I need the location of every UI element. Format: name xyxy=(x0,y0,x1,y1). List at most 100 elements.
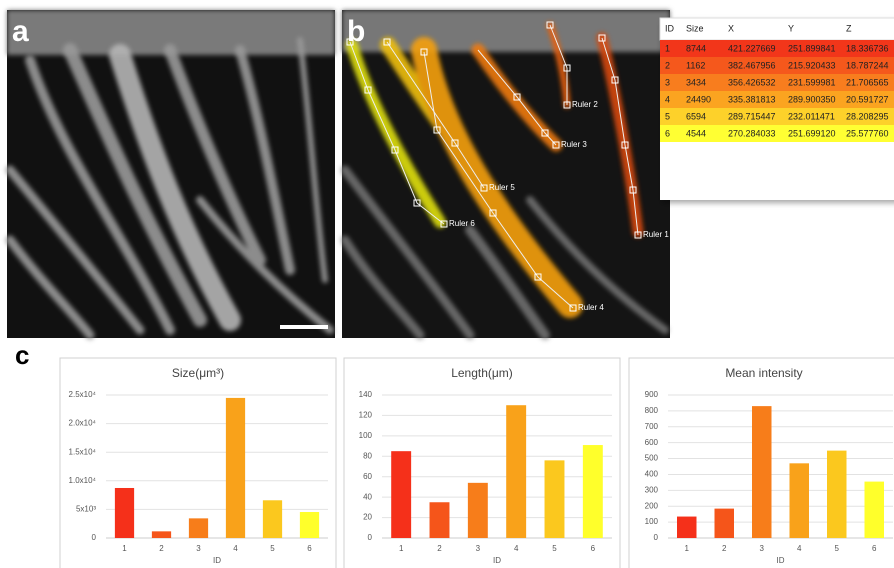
table-cell: 251.899841 xyxy=(788,43,836,53)
table-cell: 2 xyxy=(665,60,670,70)
table-row xyxy=(660,91,894,108)
table-header: ID xyxy=(665,23,675,33)
bar xyxy=(467,482,488,538)
y-tick-label: 500 xyxy=(645,454,659,463)
ruler-label: Ruler 3 xyxy=(561,140,587,149)
table-row xyxy=(660,40,894,57)
table-cell: 20.591727 xyxy=(846,94,889,104)
ruler-label: Ruler 6 xyxy=(449,219,475,228)
panel-b-image xyxy=(340,10,670,340)
table-cell: 28.208295 xyxy=(846,111,889,121)
ruler-label: Ruler 4 xyxy=(578,303,604,312)
y-tick-label: 5x10³ xyxy=(76,505,96,514)
table-row xyxy=(660,74,894,91)
y-tick-label: 600 xyxy=(645,438,659,447)
table-cell: 356.426532 xyxy=(728,77,776,87)
table-cell: 6594 xyxy=(686,111,706,121)
bar xyxy=(677,516,697,538)
bar xyxy=(429,502,450,538)
bar xyxy=(262,500,283,538)
bar xyxy=(151,531,172,538)
table-cell: 1 xyxy=(665,43,670,53)
table-cell: 3434 xyxy=(686,77,706,87)
chart-title: Length(μm) xyxy=(451,366,513,380)
table-cell: 270.284033 xyxy=(728,128,776,138)
bar xyxy=(114,487,135,538)
bar xyxy=(506,405,527,538)
bar xyxy=(188,518,209,538)
chart-title: Size(μm³) xyxy=(172,366,224,380)
x-tick-label: 4 xyxy=(233,544,238,553)
bar xyxy=(225,397,246,538)
y-tick-label: 800 xyxy=(645,406,659,415)
table-row xyxy=(660,108,894,125)
y-tick-label: 60 xyxy=(363,472,372,481)
y-tick-label: 700 xyxy=(645,422,659,431)
y-tick-label: 100 xyxy=(359,431,373,440)
table-row xyxy=(660,125,894,142)
x-tick-label: 5 xyxy=(835,544,840,553)
table-cell: 232.011471 xyxy=(788,111,835,121)
y-tick-label: 100 xyxy=(645,517,659,526)
table-cell: 215.920433 xyxy=(788,60,836,70)
table-cell: 335.381813 xyxy=(728,94,776,104)
panel-label: c xyxy=(15,340,29,370)
x-axis-label: ID xyxy=(493,556,501,565)
bar xyxy=(299,512,320,538)
table-header: Z xyxy=(846,23,852,33)
bar xyxy=(582,445,603,538)
y-tick-label: 120 xyxy=(359,411,373,420)
y-tick-label: 0 xyxy=(368,533,373,542)
bar xyxy=(789,463,809,538)
ruler-label: Ruler 1 xyxy=(643,230,669,239)
x-tick-label: 2 xyxy=(722,544,727,553)
panel-label: a xyxy=(12,15,29,48)
x-tick-label: 1 xyxy=(399,544,404,553)
table-cell: 421.227669 xyxy=(728,43,776,53)
x-tick-label: 3 xyxy=(196,544,201,553)
x-tick-label: 2 xyxy=(437,544,442,553)
table-cell: 1162 xyxy=(686,60,705,70)
x-tick-label: 4 xyxy=(514,544,519,553)
panel-a-image xyxy=(5,10,335,340)
table-cell: 251.699120 xyxy=(788,128,836,138)
bar xyxy=(544,460,565,538)
y-tick-label: 400 xyxy=(645,470,659,479)
table-cell: 18.336736 xyxy=(846,43,889,53)
y-tick-label: 2.0x10⁴ xyxy=(69,419,97,428)
bar xyxy=(827,450,847,538)
bar xyxy=(864,481,884,538)
table-cell: 5 xyxy=(665,111,670,121)
table-cell: 8744 xyxy=(686,43,706,53)
y-tick-label: 1.5x10⁴ xyxy=(69,447,97,456)
y-tick-label: 900 xyxy=(645,390,659,399)
bar xyxy=(752,406,772,538)
table-cell: 289.715447 xyxy=(728,111,776,121)
x-tick-label: 4 xyxy=(797,544,802,553)
bar xyxy=(391,451,412,538)
table-header: Size xyxy=(686,23,704,33)
x-tick-label: 6 xyxy=(591,544,596,553)
table-cell: 6 xyxy=(665,128,670,138)
y-tick-label: 40 xyxy=(363,492,372,501)
y-tick-label: 0 xyxy=(654,533,659,542)
x-axis-label: ID xyxy=(777,556,785,565)
table-row xyxy=(660,57,894,74)
bar xyxy=(714,508,734,538)
table-cell: 382.467956 xyxy=(728,60,776,70)
x-tick-label: 5 xyxy=(270,544,275,553)
y-tick-label: 0 xyxy=(92,533,97,542)
y-tick-label: 140 xyxy=(359,390,373,399)
table-cell: 289.900350 xyxy=(788,94,836,104)
x-tick-label: 2 xyxy=(159,544,164,553)
y-tick-label: 80 xyxy=(363,451,372,460)
x-tick-label: 3 xyxy=(760,544,765,553)
table-header: Y xyxy=(788,23,794,33)
table-cell: 21.706565 xyxy=(846,77,889,87)
panel-label: b xyxy=(347,15,365,48)
y-tick-label: 200 xyxy=(645,501,659,510)
table-cell: 18.787244 xyxy=(846,60,889,70)
charts: Size(μm³) 0 5x10³ 1.0x10⁴ 1.5x10⁴ 2.0x10⁴ 2.5x… xyxy=(59,357,894,568)
y-tick-label: 300 xyxy=(645,485,659,494)
